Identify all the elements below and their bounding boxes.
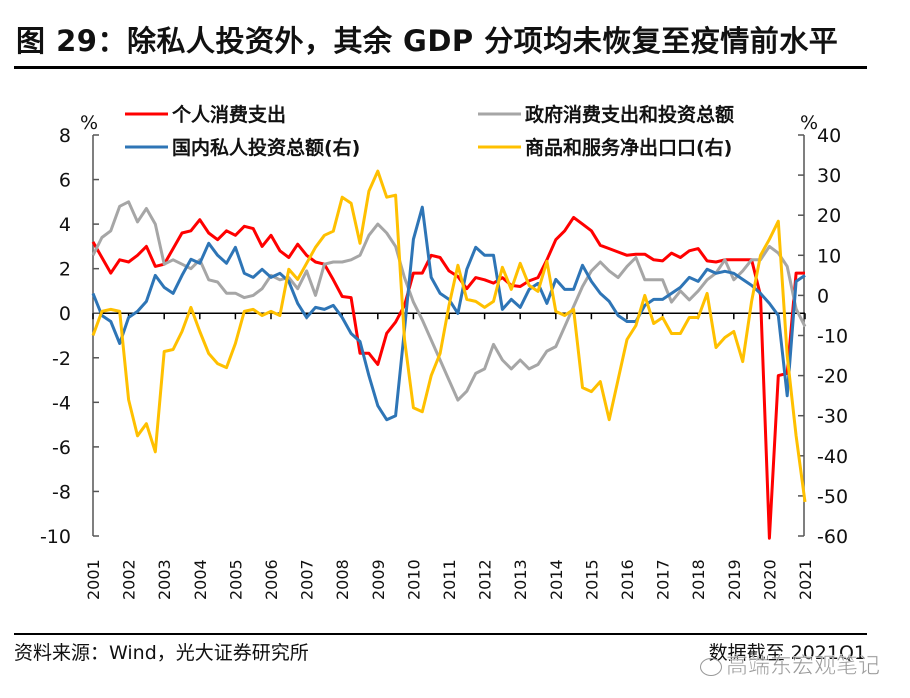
series-line-3 [91,169,807,503]
x-tick-label: 2002 [120,559,139,600]
x-tick-label: 2009 [369,559,388,600]
right-tick-label: 30 [817,165,841,187]
right-tick-label: 0 [817,285,829,307]
left-tick-label: 4 [59,214,71,236]
right-axis-unit: % [800,112,818,134]
legend-label: 国内私人投资总额(右) [172,136,360,159]
left-tick-label: 2 [59,259,71,281]
right-tick-label: -60 [817,526,848,548]
right-tick-label: 40 [817,125,841,147]
x-tick-label: 2001 [84,559,103,600]
legend-label: 政府消费支出和投资总额 [525,103,734,126]
x-tick-label: 2003 [155,559,174,600]
x-tick-label: 2007 [298,559,317,600]
title-divider [14,66,867,69]
left-tick-label: -4 [52,392,71,414]
x-tick-label: 2004 [191,559,210,600]
right-tick-label: 20 [817,205,841,227]
left-tick-label: -2 [52,348,71,370]
right-tick-label: -30 [817,406,848,428]
series-lines [91,169,807,540]
x-tick-label: 2010 [404,559,423,600]
x-tick-label: 2013 [511,559,530,600]
left-tick-label: 8 [59,125,71,147]
x-tick-label: 2016 [618,559,637,600]
legend-label: 个人消费支出 [171,103,286,126]
watermark-text: 高端东宏观笔记 [725,654,881,680]
right-tick-label: -20 [817,366,848,388]
right-tick-label: -50 [817,486,848,508]
source-note: 资料来源：Wind，光大证券研究所 [14,642,309,664]
chart-title: 图 29：除私人投资外，其余 GDP 分项均未恢复至疫情前水平 [16,24,839,58]
x-tick-label: 2011 [440,559,459,600]
x-tick-label: 2014 [547,559,566,600]
legend-label: 商品和服务净出口口(右) [525,136,732,159]
wechat-icon [699,658,722,676]
right-tick-label: 10 [817,245,841,267]
x-tick-label: 2020 [760,559,779,600]
x-tick-label: 2005 [226,559,245,600]
data-cutoff-note: 数据截至 2021Q1 [708,642,866,664]
left-axis-unit: % [80,112,98,134]
right-tick-label: -10 [817,326,848,348]
x-tick-label: 2018 [689,559,708,600]
x-tick-label: 2017 [654,559,673,600]
x-tick-label: 2015 [582,559,601,600]
x-tick-label: 2008 [333,559,352,600]
x-tick-label: 2012 [476,559,495,600]
x-tick-label: 2021 [796,559,815,600]
x-tick-label: 2006 [262,559,281,600]
watermark: 高端东宏观笔记 [699,648,881,680]
axes: 86420-2-4-6-8-10403020100-10-20-30-40-50… [40,112,848,600]
right-tick-label: -40 [817,446,848,468]
x-tick-label: 2019 [725,559,744,600]
left-tick-label: -10 [40,526,71,548]
series-line-0 [91,215,805,540]
left-tick-label: 6 [59,170,71,192]
footer-divider [14,633,867,635]
left-tick-label: 0 [59,303,71,325]
left-tick-label: -8 [52,481,71,503]
left-tick-label: -6 [52,437,71,459]
series-line-1 [91,200,807,402]
